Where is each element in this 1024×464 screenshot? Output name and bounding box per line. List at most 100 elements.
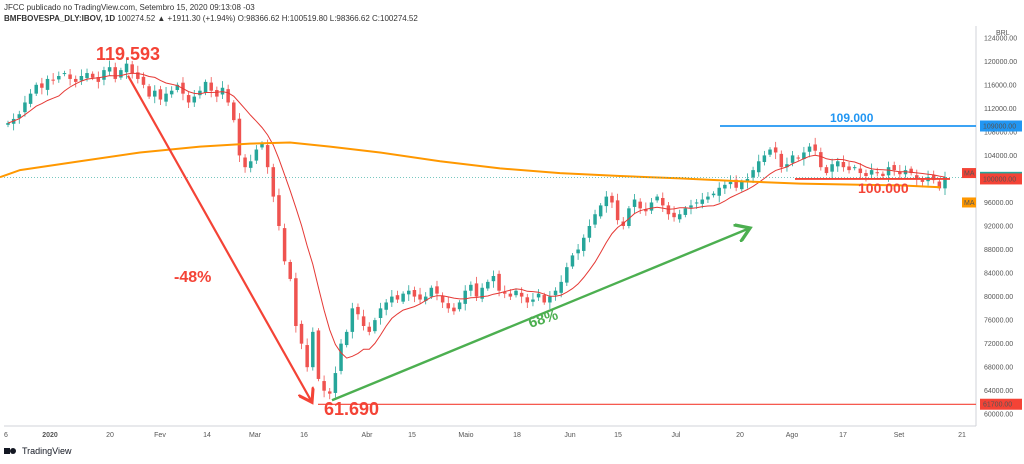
- price-label-box: [980, 173, 1022, 185]
- x-tick-label: Set: [894, 432, 905, 439]
- candle-body: [401, 293, 405, 302]
- candle-body: [694, 202, 699, 204]
- x-tick-label: 18: [513, 432, 521, 439]
- decline-arrow: [127, 75, 312, 403]
- candle-body: [141, 76, 146, 85]
- candle-body: [565, 267, 569, 283]
- candle-body: [316, 330, 321, 379]
- candle-body: [435, 286, 439, 294]
- candle-body: [892, 165, 896, 171]
- candle-body: [28, 93, 33, 104]
- candle-body: [559, 281, 563, 293]
- candle-body: [113, 67, 117, 79]
- x-tick-label: Abr: [362, 432, 374, 439]
- candle-body: [277, 195, 281, 226]
- price-label-box: [980, 120, 1022, 132]
- candle-body: [395, 295, 400, 300]
- candle-body: [57, 76, 61, 80]
- candle-body: [548, 296, 552, 303]
- candle-body: [107, 67, 112, 72]
- publish-line: JFCC publicado no TradingView.com, Setem…: [4, 3, 255, 12]
- candle-body: [288, 262, 292, 279]
- candle-body: [463, 290, 467, 304]
- symbol-label: BMFBOVESPA_DLY:IBOV, 1D: [4, 14, 116, 23]
- candle-body: [734, 179, 738, 188]
- quote-line: 100274.52 ▲ +1911.30 (+1.94%) O:98366.62…: [117, 14, 418, 23]
- candle-body: [378, 308, 383, 318]
- candle-body: [339, 343, 343, 371]
- candle-body: [762, 155, 767, 162]
- candle-body: [655, 196, 659, 201]
- y-tick-label: 116000.00: [984, 82, 1017, 89]
- candle-body: [423, 296, 428, 301]
- candle-body: [723, 184, 727, 189]
- candle-body: [299, 323, 304, 344]
- candle-body: [943, 177, 947, 189]
- candle-body: [807, 146, 812, 152]
- tradingview-logo-icon: [4, 448, 16, 454]
- price-label: 109000.00: [983, 124, 1016, 131]
- candle-body: [649, 202, 654, 211]
- candle-body: [886, 167, 891, 176]
- x-tick-label: 2020: [42, 432, 58, 439]
- candle-body: [412, 290, 417, 297]
- candle-body: [164, 93, 168, 102]
- candle-body: [672, 212, 676, 218]
- price-label-box: [980, 398, 1022, 410]
- y-tick-label: 80000.00: [984, 294, 1013, 301]
- candle-body: [536, 293, 541, 298]
- candle-body: [446, 303, 451, 309]
- candle-body: [525, 297, 530, 303]
- candle-body: [768, 149, 772, 155]
- x-tick-label: 14: [203, 432, 211, 439]
- candle-body: [169, 90, 174, 95]
- candle-body: [756, 161, 761, 173]
- candle-body: [158, 89, 163, 100]
- candle-body: [311, 331, 315, 368]
- candle-body: [751, 170, 755, 178]
- candle-body: [40, 83, 44, 88]
- candle-body: [689, 205, 693, 208]
- candle-body: [209, 82, 213, 91]
- candle-body: [502, 292, 507, 294]
- candle-body: [779, 153, 784, 168]
- candle-body: [587, 226, 592, 238]
- x-tick-label: Maio: [458, 432, 473, 439]
- candle-body: [740, 181, 744, 190]
- low-price-annotation: 61.690: [324, 399, 379, 419]
- candle-body: [373, 320, 377, 332]
- candle-body: [248, 161, 253, 168]
- candle-body: [17, 114, 22, 119]
- candle-body: [576, 249, 580, 254]
- candle-body: [790, 155, 795, 163]
- candle-body: [130, 64, 134, 74]
- tradingview-brand[interactable]: TradingView: [4, 446, 72, 456]
- candle-body: [322, 381, 326, 391]
- candle-body: [186, 95, 191, 103]
- candle-body: [480, 287, 484, 299]
- candle-body: [898, 171, 902, 175]
- candle-body: [486, 281, 490, 289]
- candle-body: [175, 84, 180, 90]
- y-tick-label: 84000.00: [984, 271, 1013, 278]
- ma-label: MA: [964, 200, 975, 207]
- candle-body: [819, 152, 823, 168]
- candle-body: [581, 237, 586, 251]
- candle-body: [542, 295, 546, 303]
- candle-body: [531, 299, 535, 302]
- candle-body: [452, 307, 456, 312]
- candle-body: [717, 187, 721, 196]
- ma-label: MA: [964, 171, 975, 178]
- chart-header: JFCC publicado no TradingView.com, Setem…: [4, 2, 418, 24]
- candle-body: [429, 287, 434, 297]
- candle-body: [384, 302, 388, 310]
- candle-body: [615, 200, 620, 221]
- candle-body: [350, 308, 355, 332]
- candle-body: [457, 302, 462, 310]
- candle-body: [198, 90, 202, 96]
- candle-body: [153, 90, 157, 97]
- candle-body: [604, 196, 609, 207]
- candle-body: [390, 296, 394, 303]
- candle-body: [294, 278, 298, 326]
